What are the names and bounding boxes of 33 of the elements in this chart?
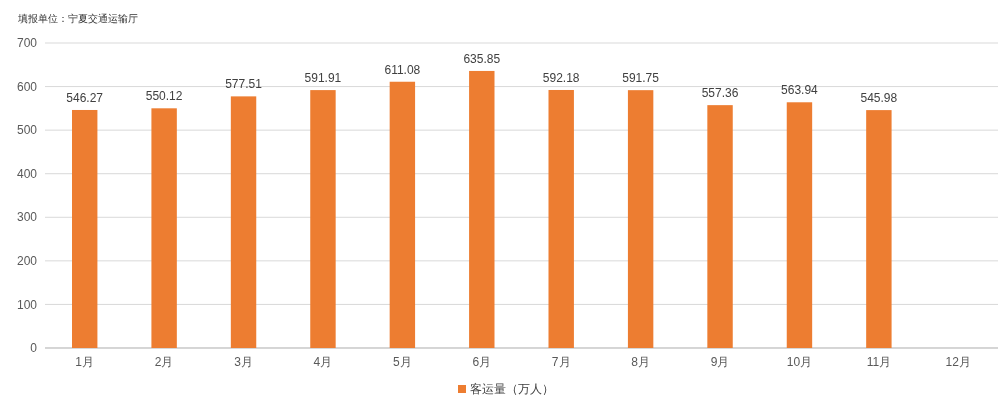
data-label: 635.85 [463, 51, 501, 66]
y-tick-label: 300 [16, 210, 38, 225]
x-tick-label: 7月 [551, 355, 571, 369]
x-tick-label: 2月 [154, 355, 174, 369]
data-label: 591.75 [622, 71, 660, 86]
x-tick-label: 6月 [472, 355, 492, 369]
data-label: 563.94 [781, 83, 819, 98]
y-tick-label: 100 [16, 297, 38, 312]
data-label: 550.12 [145, 89, 183, 104]
legend-label: 客运量（万人） [470, 382, 554, 396]
x-tick-label: 8月 [631, 355, 650, 369]
x-tick-label: 1月 [75, 355, 95, 369]
x-tick-label: 11月 [866, 355, 892, 369]
x-tick-label: 12月 [945, 355, 971, 369]
data-label: 592.18 [542, 70, 580, 85]
y-tick-label: 200 [16, 254, 38, 269]
x-tick-label: 10月 [786, 355, 813, 369]
y-tick-label: 0 [30, 341, 38, 356]
y-tick-label: 500 [16, 123, 38, 138]
data-label: 545.98 [860, 91, 898, 106]
data-label: 557.36 [701, 86, 739, 101]
y-tick-label: 700 [16, 36, 38, 51]
data-label: 577.51 [225, 77, 263, 92]
x-tick-label: 4月 [313, 355, 333, 369]
chart-subtitle: 填报单位：宁夏交通运输厅 [17, 13, 138, 24]
x-tick-label: 9月 [710, 355, 730, 369]
x-tick-label: 5月 [393, 355, 412, 369]
data-label: 591.91 [304, 71, 342, 86]
data-label: 546.27 [66, 90, 104, 105]
y-tick-label: 600 [16, 79, 38, 94]
x-tick-label: 3月 [234, 355, 253, 369]
data-label: 611.08 [384, 62, 421, 77]
y-tick-label: 400 [16, 166, 38, 181]
